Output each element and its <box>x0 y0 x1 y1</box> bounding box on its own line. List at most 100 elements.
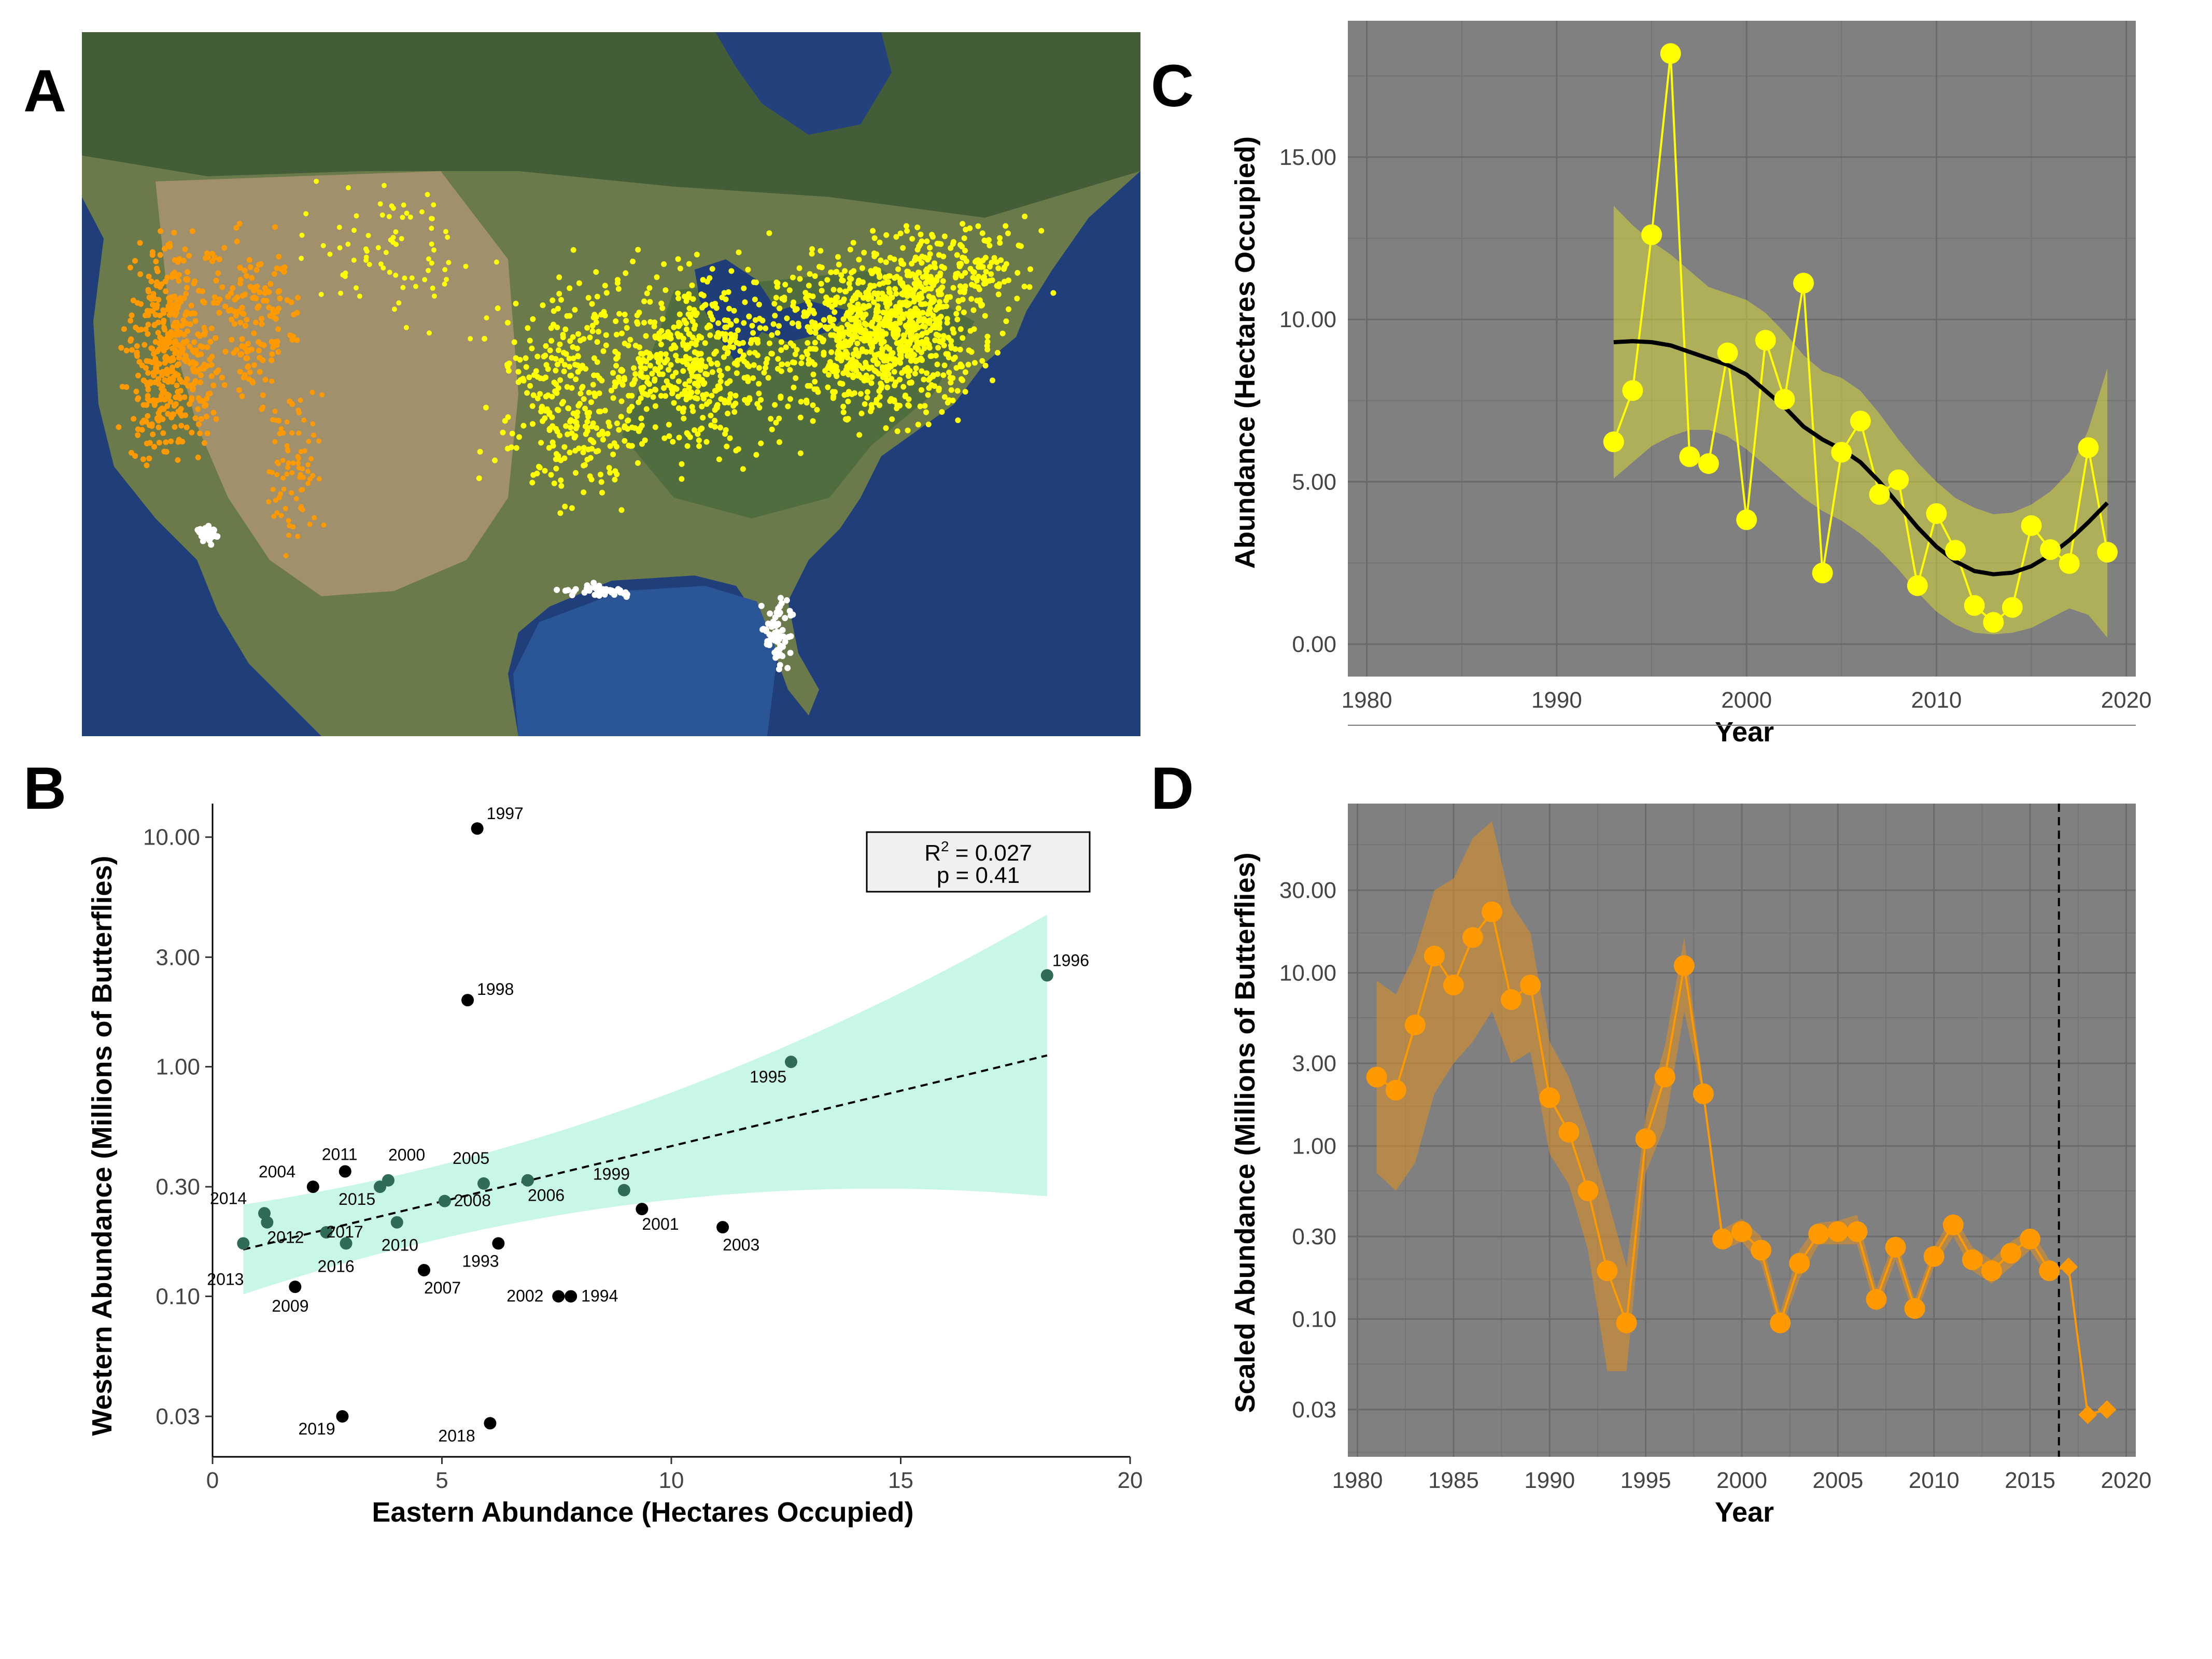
occurrence-dot <box>260 404 266 410</box>
d-x-tick-label: 2000 <box>1716 1468 1767 1493</box>
occurrence-dot <box>537 391 543 397</box>
d-projected-point <box>2078 1405 2097 1424</box>
occurrence-dot <box>740 340 746 346</box>
occurrence-dot <box>171 411 177 417</box>
occurrence-dot <box>596 329 601 335</box>
occurrence-dot <box>319 392 325 398</box>
occurrence-dot <box>646 285 653 291</box>
occurrence-dot <box>886 313 893 319</box>
occurrence-dot <box>594 339 600 345</box>
occurrence-dot <box>670 439 676 445</box>
occurrence-dot <box>295 294 301 301</box>
occurrence-dot <box>612 468 618 474</box>
occurrence-dot <box>550 297 556 303</box>
occurrence-dot <box>508 444 514 451</box>
occurrence-dot <box>787 612 794 619</box>
occurrence-dot <box>134 353 140 359</box>
occurrence-dot <box>169 274 175 280</box>
occurrence-dot <box>598 312 604 318</box>
occurrence-dot <box>567 449 573 456</box>
occurrence-dot <box>299 232 305 238</box>
occurrence-dot <box>184 376 190 382</box>
occurrence-dot <box>632 425 638 431</box>
occurrence-dot <box>806 357 812 363</box>
occurrence-dot <box>871 352 878 358</box>
occurrence-dot <box>556 274 562 280</box>
occurrence-dot <box>943 351 949 357</box>
occurrence-dot <box>431 293 437 299</box>
occurrence-dot <box>799 354 805 360</box>
c-point <box>1679 446 1700 468</box>
occurrence-dot <box>468 336 473 342</box>
occurrence-dot <box>364 248 370 254</box>
occurrence-dot <box>275 349 281 355</box>
occurrence-dot <box>542 415 548 421</box>
occurrence-dot <box>321 522 327 528</box>
occurrence-dot <box>147 440 153 446</box>
occurrence-dot <box>998 257 1004 263</box>
occurrence-dot <box>155 319 161 326</box>
occurrence-dot <box>132 453 138 459</box>
occurrence-dot <box>776 415 782 421</box>
d-point <box>1654 1066 1675 1088</box>
occurrence-dot <box>619 382 626 388</box>
occurrence-dot <box>541 354 547 360</box>
b-point <box>461 994 474 1007</box>
b-point-label: 2015 <box>339 1190 375 1208</box>
b-point <box>374 1180 387 1193</box>
occurrence-dot <box>758 602 765 609</box>
b-point-label: 1996 <box>1052 951 1089 969</box>
occurrence-dot <box>877 393 883 400</box>
b-x-tick-label: 5 <box>435 1468 448 1493</box>
occurrence-dot <box>718 396 724 402</box>
occurrence-dot <box>573 376 579 383</box>
occurrence-dot <box>523 364 529 370</box>
occurrence-dot <box>625 342 631 348</box>
occurrence-dot <box>427 330 432 336</box>
occurrence-dot <box>222 303 229 310</box>
occurrence-dot <box>144 379 150 386</box>
occurrence-dot <box>204 250 210 256</box>
occurrence-dot <box>961 310 967 315</box>
occurrence-dot <box>445 234 450 240</box>
occurrence-dot <box>188 302 194 308</box>
occurrence-dot <box>589 322 596 329</box>
occurrence-dot <box>833 295 839 301</box>
occurrence-dot <box>239 393 245 399</box>
occurrence-dot <box>150 431 156 438</box>
occurrence-dot <box>182 312 189 318</box>
occurrence-dot <box>198 416 204 422</box>
occurrence-dot <box>213 277 219 284</box>
occurrence-dot <box>727 378 733 384</box>
occurrence-dot <box>201 325 207 331</box>
occurrence-dot <box>907 380 913 386</box>
c-point <box>2078 437 2099 458</box>
occurrence-dot <box>668 362 674 368</box>
occurrence-dot <box>784 315 790 321</box>
occurrence-dot <box>779 653 786 659</box>
occurrence-dot <box>542 468 548 474</box>
occurrence-dot <box>602 407 608 414</box>
occurrence-dot <box>968 282 975 288</box>
occurrence-dot <box>924 238 930 244</box>
occurrence-dot <box>271 514 277 519</box>
occurrence-dot <box>590 382 596 388</box>
occurrence-dot <box>275 326 281 332</box>
occurrence-dot <box>715 330 721 336</box>
occurrence-dot <box>717 425 723 431</box>
occurrence-dot <box>847 340 853 346</box>
occurrence-dot <box>161 448 167 455</box>
occurrence-dot <box>746 350 753 356</box>
b-point <box>336 1410 349 1423</box>
occurrence-dot <box>581 445 587 451</box>
occurrence-dot <box>267 281 274 287</box>
occurrence-dot <box>790 320 796 326</box>
occurrence-dot <box>393 272 399 278</box>
occurrence-dot <box>957 326 964 332</box>
occurrence-dot <box>562 326 569 332</box>
b-point-label: 1995 <box>750 1067 786 1086</box>
occurrence-dot <box>775 621 781 627</box>
occurrence-dot <box>905 427 911 433</box>
occurrence-dot <box>766 230 772 236</box>
occurrence-dot <box>567 363 573 370</box>
